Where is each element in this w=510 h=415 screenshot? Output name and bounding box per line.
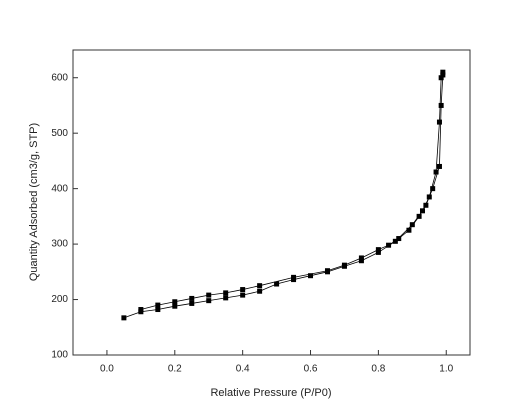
data-point <box>375 249 381 255</box>
data-point <box>392 238 398 244</box>
data-point <box>172 299 178 305</box>
x-tick-label: 0.8 <box>371 364 385 375</box>
data-point <box>308 273 314 279</box>
y-tick-label: 200 <box>51 294 68 305</box>
data-point <box>121 315 127 321</box>
data-point <box>223 295 229 301</box>
data-point <box>223 290 229 296</box>
data-point <box>291 274 297 280</box>
data-point <box>375 247 381 253</box>
x-tick-label: 0.4 <box>236 364 250 375</box>
data-point <box>406 227 412 233</box>
data-point <box>240 287 246 293</box>
x-axis-title: Relative Pressure (P/P0) <box>210 387 331 399</box>
data-point <box>436 163 442 169</box>
x-tick-label: 0.6 <box>304 364 318 375</box>
data-point <box>358 255 364 261</box>
data-point <box>409 222 415 228</box>
data-point <box>438 75 444 81</box>
data-point <box>206 298 212 304</box>
data-point <box>206 292 212 298</box>
y-tick-label: 500 <box>51 128 68 139</box>
y-axis-title: Quantity Adsorbed (cm3/g, STP) <box>28 123 40 281</box>
data-point <box>436 119 442 125</box>
data-point <box>189 300 195 306</box>
data-point <box>433 169 439 175</box>
data-point <box>257 288 263 294</box>
data-point <box>324 268 330 274</box>
data-point <box>240 292 246 298</box>
data-point <box>423 202 429 208</box>
data-point <box>358 258 364 264</box>
data-point <box>155 307 161 313</box>
data-point <box>274 281 280 287</box>
series-line <box>140 74 444 310</box>
data-point <box>155 302 161 308</box>
y-tick-label: 100 <box>51 350 68 361</box>
x-tick-label: 1.0 <box>439 364 453 375</box>
data-point <box>257 283 263 289</box>
data-point <box>430 186 436 192</box>
data-point <box>386 242 392 248</box>
y-tick-label: 300 <box>51 239 68 250</box>
x-tick-label: 0.2 <box>168 364 182 375</box>
y-tick-label: 400 <box>51 183 68 194</box>
data-point <box>172 303 178 309</box>
data-point <box>440 69 446 75</box>
data-point <box>189 295 195 301</box>
data-point <box>138 307 144 313</box>
data-point <box>341 262 347 268</box>
x-tick-label: 0.0 <box>100 364 114 375</box>
data-point <box>438 102 444 108</box>
data-point <box>396 236 402 242</box>
data-point <box>416 213 422 219</box>
data-point <box>440 72 446 78</box>
y-tick-label: 600 <box>51 72 68 83</box>
series-line <box>123 72 444 319</box>
plot-frame <box>72 49 471 356</box>
